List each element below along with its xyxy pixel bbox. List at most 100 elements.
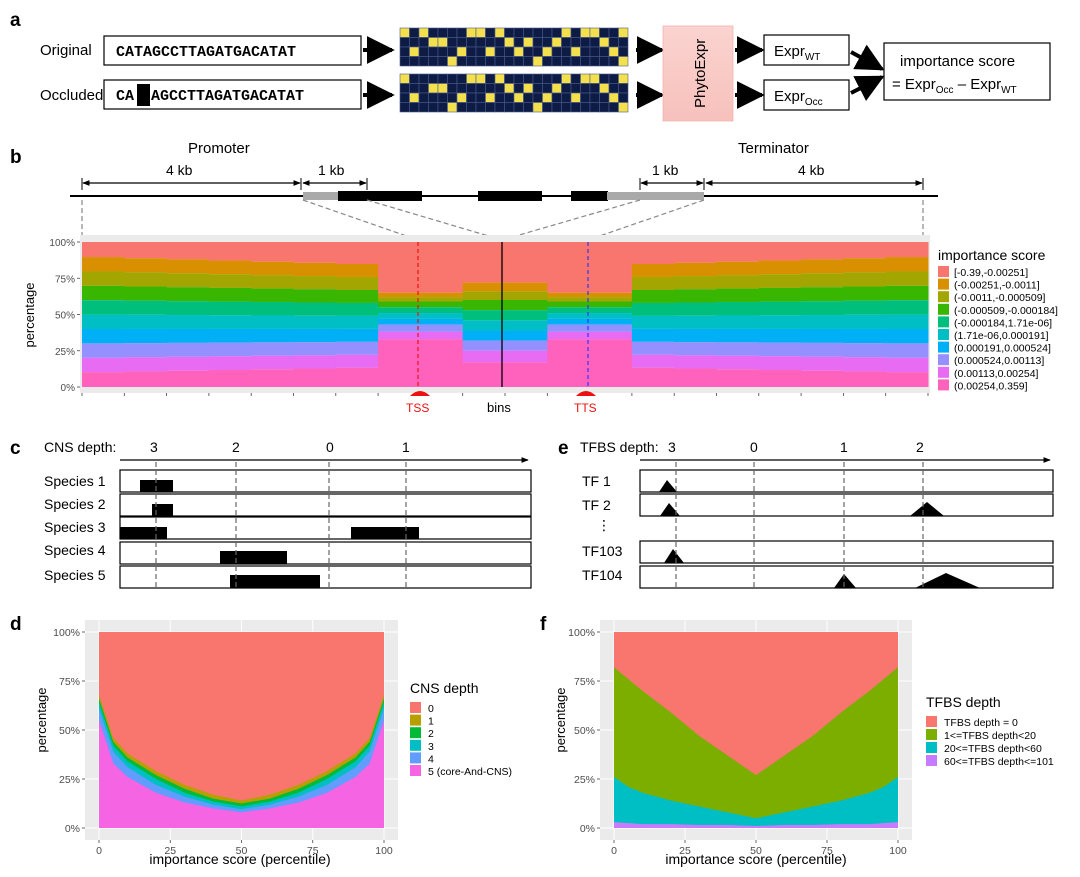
b-bar-segment <box>420 324 464 332</box>
onehot-cell <box>580 46 591 57</box>
tf103-track <box>639 540 1054 564</box>
b-bar-segment <box>208 342 252 357</box>
onehot-cell <box>580 92 591 103</box>
b-bar-segment <box>420 318 464 325</box>
b-bar-segment <box>631 315 675 329</box>
onehot-cell <box>599 46 610 57</box>
expr-occ-text: ExprOcc <box>774 88 823 108</box>
b-bar-segment <box>716 369 760 387</box>
onehot-cell <box>418 92 429 103</box>
f-legend-label: 60<=TFBS depth<=101 <box>944 756 1054 768</box>
onehot-cell <box>618 27 629 38</box>
onehot-cell <box>437 46 448 57</box>
zoom-line <box>302 199 419 241</box>
onehot-cell <box>551 92 562 103</box>
onehot-cell <box>618 37 629 48</box>
onehot-cell <box>618 56 629 67</box>
terminator-1kb-label: 1 kb <box>652 162 679 178</box>
panel-letter-e: e <box>558 438 569 459</box>
d-legend-swatch <box>410 702 421 713</box>
d-xlabel: importance score (percentile) <box>149 851 330 867</box>
panel-letter-c: c <box>10 438 21 459</box>
promoter-1kb-label: 1 kb <box>318 162 345 178</box>
onehot-cell <box>542 27 553 38</box>
onehot-cell <box>409 37 420 48</box>
b-bar-segment <box>631 341 675 355</box>
b-bar-segment <box>82 314 125 329</box>
onehot-cell <box>466 37 477 48</box>
tf2-binding-peak-a <box>660 503 680 516</box>
b-bar-segment <box>631 242 675 265</box>
f-y-tick-label: 100% <box>568 627 595 639</box>
onehot-cell <box>428 83 439 94</box>
f-y-tick-label: 0% <box>580 823 595 835</box>
f-legend-label: 1<=TFBS depth<20 <box>944 730 1036 742</box>
importance-score-box <box>883 42 1051 101</box>
original-sequence: CATAGCCTTAGATGACATAT <box>116 44 296 61</box>
b-bar-segment <box>124 286 168 301</box>
onehot-cell <box>409 102 420 113</box>
species-5-track <box>119 565 532 589</box>
cns-depth-3: 3 <box>150 439 158 455</box>
onehot-cell <box>409 92 420 103</box>
b-bar-segment <box>843 258 887 273</box>
cns-depth-area-chart: 0% 25% 50% 75% 100% 0 25 50 75 100 <box>53 620 398 857</box>
b-bar-segment <box>124 242 168 259</box>
b-y-tick-label: 50% <box>55 311 75 322</box>
original-sequence-box <box>103 35 362 66</box>
onehot-cell <box>599 102 610 113</box>
b-bar-segment <box>335 341 379 355</box>
b-bar-segment <box>716 315 760 329</box>
panel-letter-b: b <box>10 147 22 168</box>
b-bar-segment <box>166 287 210 302</box>
onehot-cell <box>542 37 553 48</box>
tf103-label: TF103 <box>582 543 623 559</box>
b-bar-segment <box>674 342 717 356</box>
utr-3prime <box>607 192 704 200</box>
f-legend-swatch <box>926 716 937 727</box>
expr-wt-box <box>763 34 850 66</box>
species-2-cns <box>152 504 173 516</box>
b-bar-segment <box>547 313 591 319</box>
onehot-cell <box>504 37 515 48</box>
onehot-cell <box>485 92 496 103</box>
species-4-cns <box>220 551 287 564</box>
b-legend-swatch <box>938 341 949 353</box>
f-xlabel: importance score (percentile) <box>665 851 846 867</box>
onehot-cell <box>532 46 543 57</box>
f-y-tick-label: 25% <box>574 774 595 786</box>
b-bar-segment <box>547 297 591 302</box>
original-label: Original <box>40 42 92 59</box>
b-bar-segment <box>378 318 421 325</box>
onehot-cell <box>513 27 524 38</box>
onehot-cell <box>466 27 477 38</box>
b-bar-segment <box>631 354 675 368</box>
b-bar-segment <box>758 369 802 387</box>
b-legend-swatch <box>938 303 949 315</box>
onehot-cell <box>437 73 448 84</box>
onehot-cell <box>428 46 439 57</box>
b-bar-segment <box>758 356 802 370</box>
b-y-tick-label: 75% <box>55 274 75 285</box>
onehot-cell <box>561 73 572 84</box>
b-bar-segment <box>82 271 125 286</box>
b-bar-segment <box>758 287 802 302</box>
onehot-cell <box>523 46 534 57</box>
b-bar-segment <box>885 343 929 358</box>
onehot-cell <box>570 46 581 57</box>
b-legend-label: (0.000524,0.00113] <box>954 355 1044 367</box>
onehot-cell <box>466 46 477 57</box>
b-legend-label: (0.000191,0.000524] <box>954 343 1051 355</box>
onehot-cell <box>399 27 410 38</box>
zoom-line <box>587 199 705 241</box>
onehot-cell <box>589 56 600 67</box>
onehot-cell <box>475 46 486 57</box>
b-bar-segment <box>589 292 633 298</box>
d-legend-label: 1 <box>428 716 434 728</box>
b-bar-segment <box>293 328 337 343</box>
b-bar-segment <box>547 307 591 314</box>
b-bar-segment <box>378 242 421 293</box>
d-x-tick-label: 25 <box>164 845 176 857</box>
onehot-cell <box>409 27 420 38</box>
